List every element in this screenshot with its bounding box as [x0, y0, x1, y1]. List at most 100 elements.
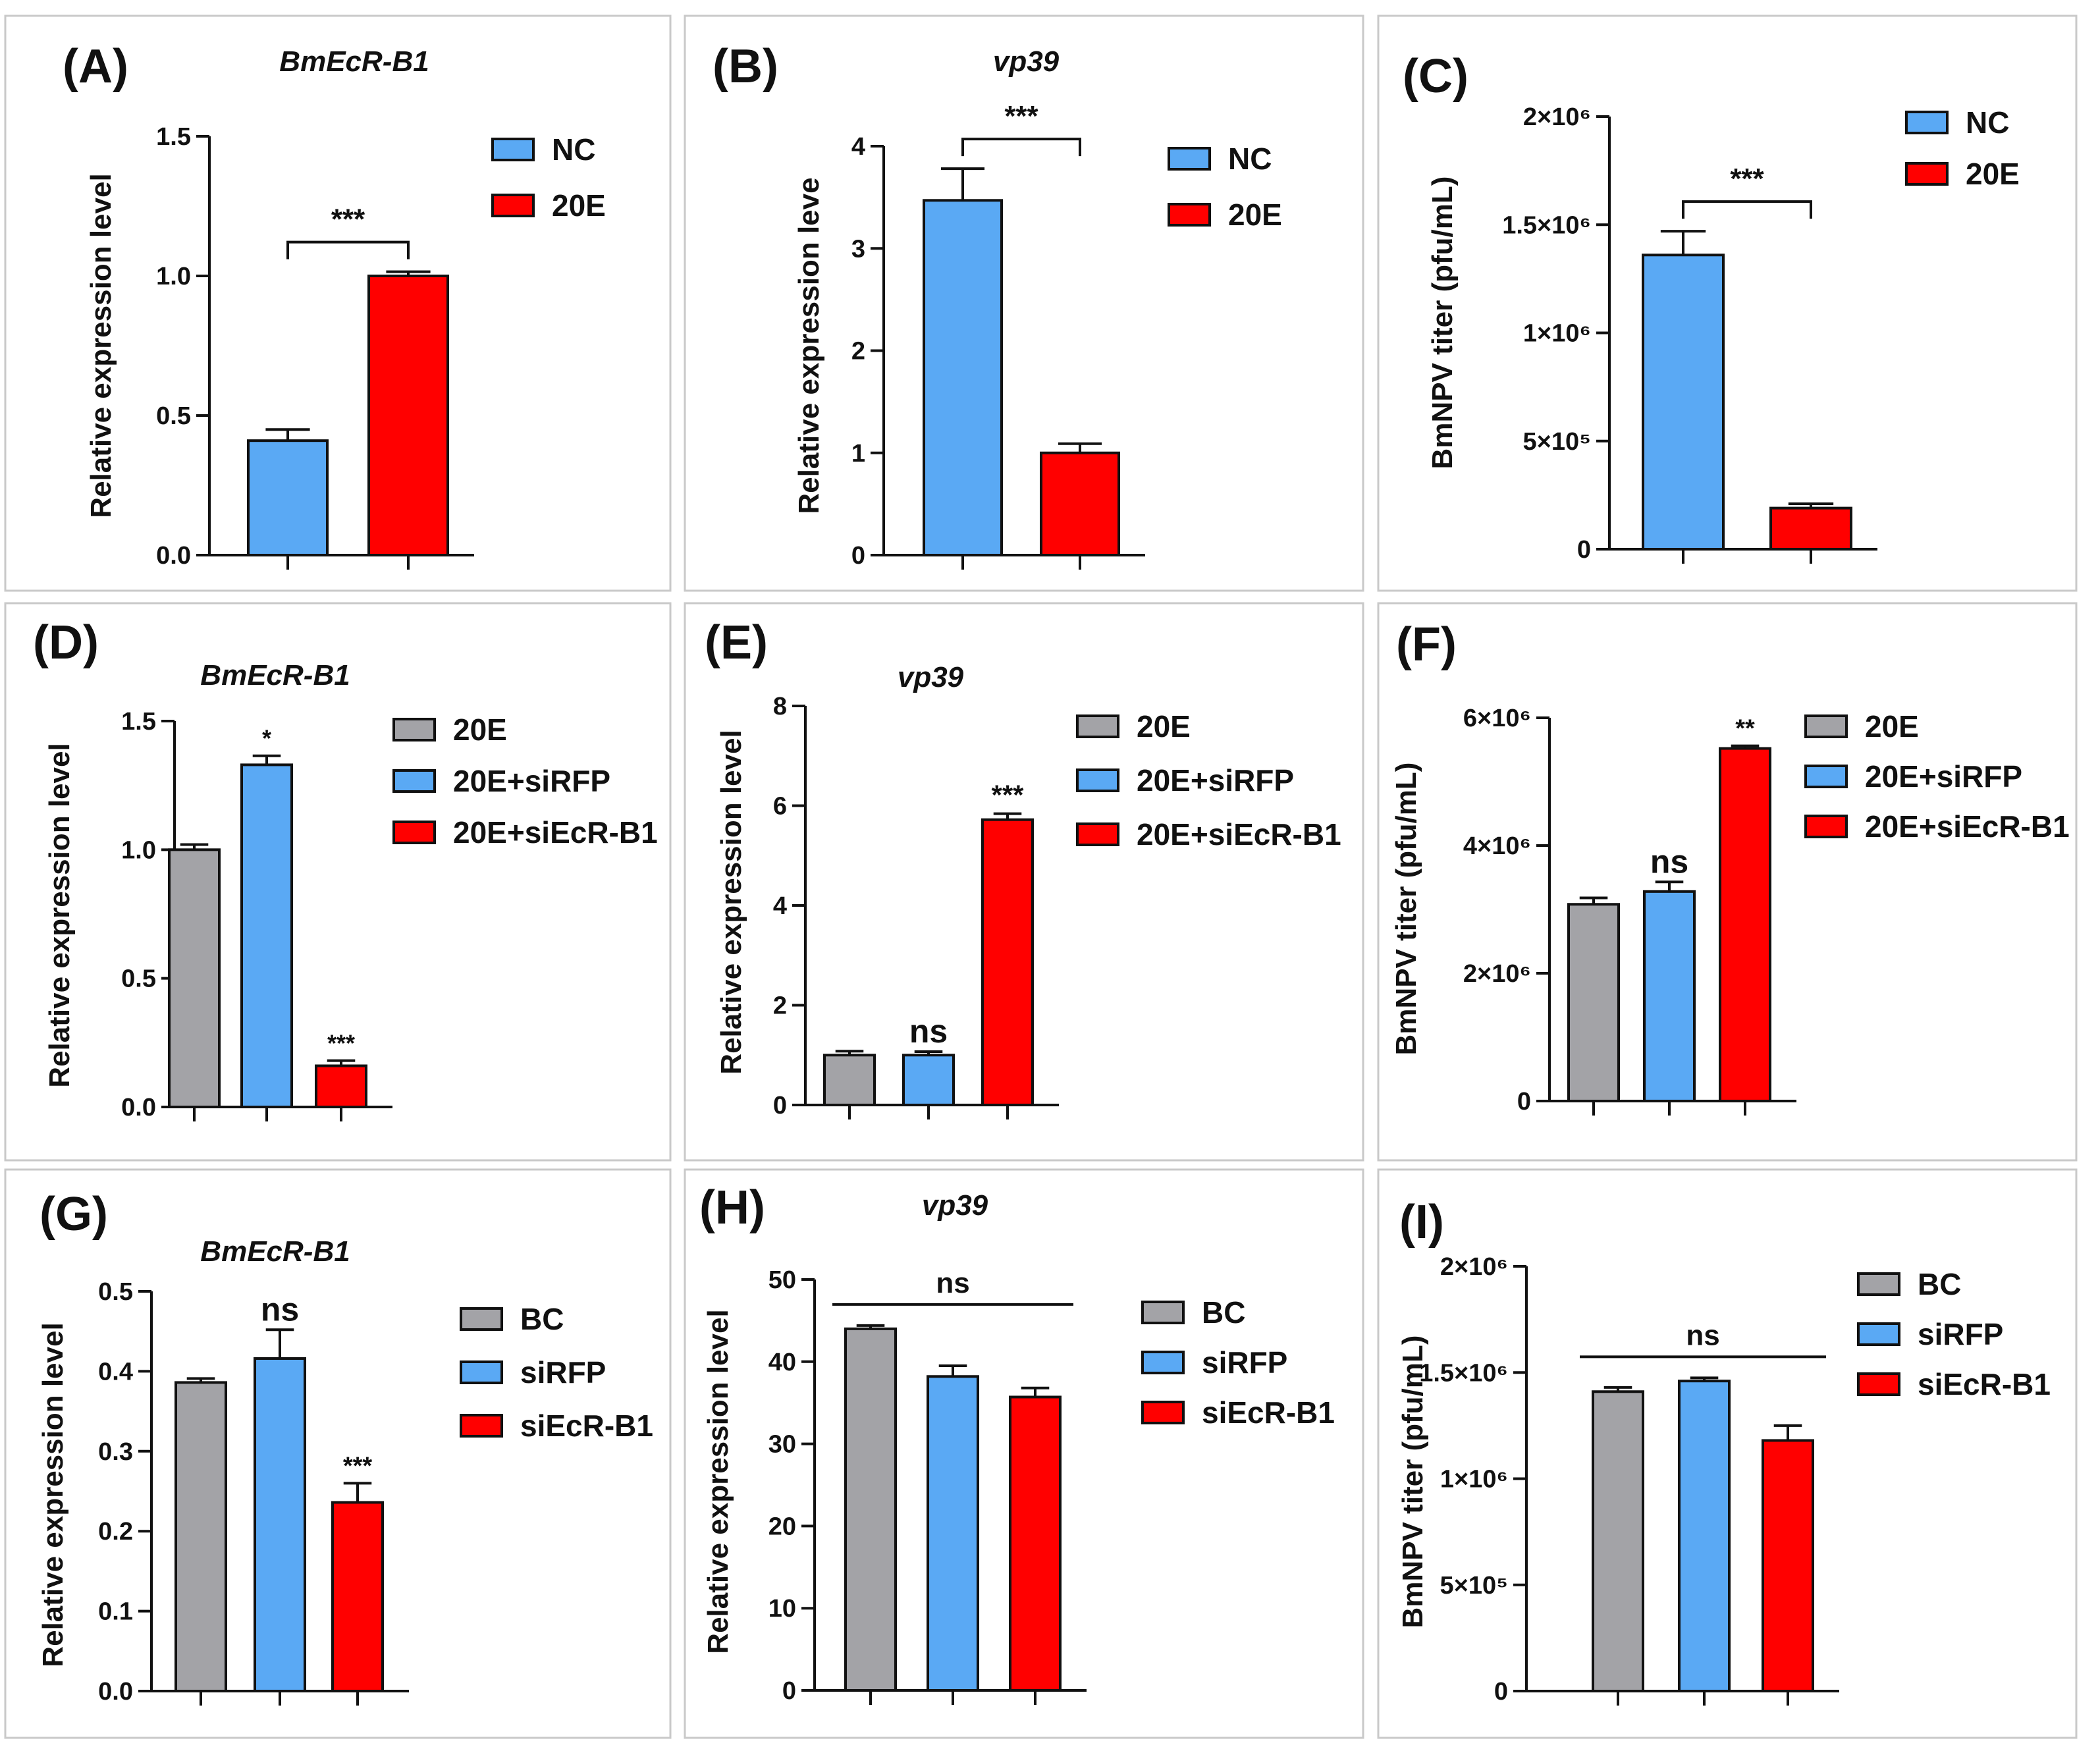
legend-label: BC — [1918, 1267, 1961, 1301]
significance-label: *** — [331, 203, 365, 236]
significance-bracket — [1682, 200, 1812, 219]
y-tick-label: 0.3 — [98, 1438, 133, 1466]
legend-swatch — [1857, 1272, 1900, 1296]
panel-d: (D) BmEcR-B1 0.0 0.5 1.0 1.5 Relative expressi… — [4, 602, 672, 1162]
panel-frame — [684, 602, 1364, 1162]
legend-swatch — [1141, 1351, 1185, 1374]
legend-label: siRFP — [520, 1355, 606, 1389]
y-tick-label: 2 — [851, 338, 865, 365]
bar-20e-siecr-b1 — [981, 818, 1034, 1106]
legend-label: BC — [520, 1302, 564, 1336]
legend-swatch — [392, 718, 436, 741]
legend-swatch — [460, 1414, 503, 1438]
significance-label: *** — [1730, 163, 1764, 195]
bar-20e-siecr-b1 — [1719, 747, 1771, 1103]
bar-bc — [1592, 1390, 1644, 1692]
bar-nc — [247, 439, 329, 556]
panel-frame — [1377, 14, 2078, 592]
legend-label: 20E — [1228, 198, 1282, 232]
panel-label: (F) — [1396, 618, 1457, 671]
y-tick-label: 0.5 — [156, 402, 191, 430]
legend-label: 20E+siRFP — [453, 764, 610, 798]
chart-title: vp39 — [898, 661, 964, 693]
significance-label: ns — [1650, 843, 1688, 880]
legend-swatch — [1857, 1372, 1900, 1396]
panel-frame — [4, 1168, 672, 1739]
y-tick-label: 0 — [1577, 536, 1591, 564]
legend-label: BC — [1202, 1295, 1245, 1330]
y-tick-label: 1×10⁶ — [1523, 320, 1591, 348]
bar-20e-siecr-b1 — [315, 1064, 367, 1108]
y-tick-label: 0.1 — [98, 1598, 133, 1626]
panel-frame — [684, 14, 1364, 592]
legend-label: 20E+siRFP — [1137, 763, 1294, 797]
panel-label: (A) — [63, 40, 128, 93]
y-tick-label: 4×10⁶ — [1463, 832, 1531, 860]
legend-swatch — [1076, 768, 1119, 792]
legend-label: 20E+siEcR-B1 — [1137, 817, 1341, 851]
bar-sirfp — [1678, 1380, 1731, 1692]
y-tick-label: 1.5×10⁶ — [1502, 211, 1591, 239]
y-tick-label: 2×10⁶ — [1463, 960, 1531, 988]
bar-siecr-b1 — [331, 1501, 384, 1693]
y-axis-label: Relative expression level — [702, 1309, 734, 1654]
legend-swatch — [392, 769, 436, 793]
panel-c: (C) 0 5×10⁵ 1×10⁶ 1.5×10⁶ 2×10⁶ BmNPV titer (p… — [1377, 14, 2078, 592]
panel-label: (H) — [699, 1181, 765, 1234]
bar-20e — [1567, 903, 1620, 1102]
legend-swatch — [1804, 815, 1848, 838]
legend-label: 20E+siEcR-B1 — [1865, 809, 2070, 844]
panel-frame — [4, 602, 672, 1162]
y-tick-label: 6×10⁶ — [1463, 705, 1531, 732]
legend-swatch — [1168, 203, 1211, 227]
y-tick-label: 0.0 — [121, 1094, 156, 1121]
significance-label: ns — [936, 1267, 969, 1299]
y-tick-label: 0.0 — [98, 1678, 133, 1706]
significance-label: *** — [327, 1030, 355, 1057]
chart-title: BmEcR-B1 — [200, 1235, 350, 1268]
significance-label: *** — [991, 780, 1024, 811]
legend-label: 20E — [1865, 709, 1919, 743]
significance-label: * — [262, 725, 271, 752]
y-tick-label: 1×10⁶ — [1440, 1466, 1508, 1494]
y-tick-label: 0.0 — [156, 542, 191, 570]
y-tick-label: 2×10⁶ — [1440, 1253, 1508, 1281]
significance-label: *** — [1004, 100, 1038, 132]
y-tick-label: 4 — [773, 892, 787, 920]
y-tick-label: 0.5 — [98, 1278, 133, 1306]
y-tick-label: 0 — [782, 1677, 796, 1705]
bar-sirfp — [254, 1357, 306, 1693]
bar-20e — [367, 275, 449, 556]
chart-title: vp39 — [993, 45, 1060, 78]
panel-b: (B) vp39 0 1 2 3 4 Relative expression leve *** N… — [684, 14, 1364, 592]
y-axis-label: Relative expression level — [715, 730, 747, 1074]
panel-frame — [1377, 1168, 2078, 1739]
panel-label: (D) — [33, 616, 99, 669]
bar-bc — [844, 1327, 897, 1692]
y-tick-label: 50 — [768, 1266, 796, 1294]
significance-label: ** — [1735, 715, 1755, 743]
panel-g: (G) BmEcR-B1 0.0 0.1 0.2 0.3 0.4 0.5 Relative ex… — [4, 1168, 672, 1739]
legend-swatch — [1076, 822, 1119, 846]
y-tick-label: 1.0 — [156, 263, 191, 290]
panel-frame — [4, 14, 672, 592]
panel-e: (E) vp39 0 2 4 6 8 Relative expression level ns *… — [684, 602, 1364, 1162]
y-axis-label: BmNPV titer (pfu/mL) — [1397, 1335, 1429, 1629]
legend-label: siEcR-B1 — [1918, 1367, 2051, 1401]
legend-swatch — [1168, 147, 1211, 171]
y-tick-label: 0.2 — [98, 1518, 133, 1546]
panel-label: (B) — [713, 40, 778, 93]
significance-label: *** — [343, 1452, 373, 1480]
panel-h: (H) vp39 0 10 20 30 40 50 Relative expression le… — [684, 1168, 1364, 1739]
legend-swatch — [1076, 714, 1119, 738]
legend-label: 20E+siEcR-B1 — [453, 815, 658, 849]
y-tick-label: 0.5 — [121, 965, 156, 993]
legend-label: 20E — [552, 188, 606, 223]
legend-label: NC — [1228, 142, 1272, 176]
y-tick-label: 0 — [773, 1092, 787, 1119]
bar-siecr-b1 — [1009, 1395, 1062, 1692]
panel-frame — [684, 1168, 1364, 1739]
legend-label: siEcR-B1 — [1202, 1395, 1335, 1430]
y-tick-label: 10 — [768, 1595, 796, 1623]
